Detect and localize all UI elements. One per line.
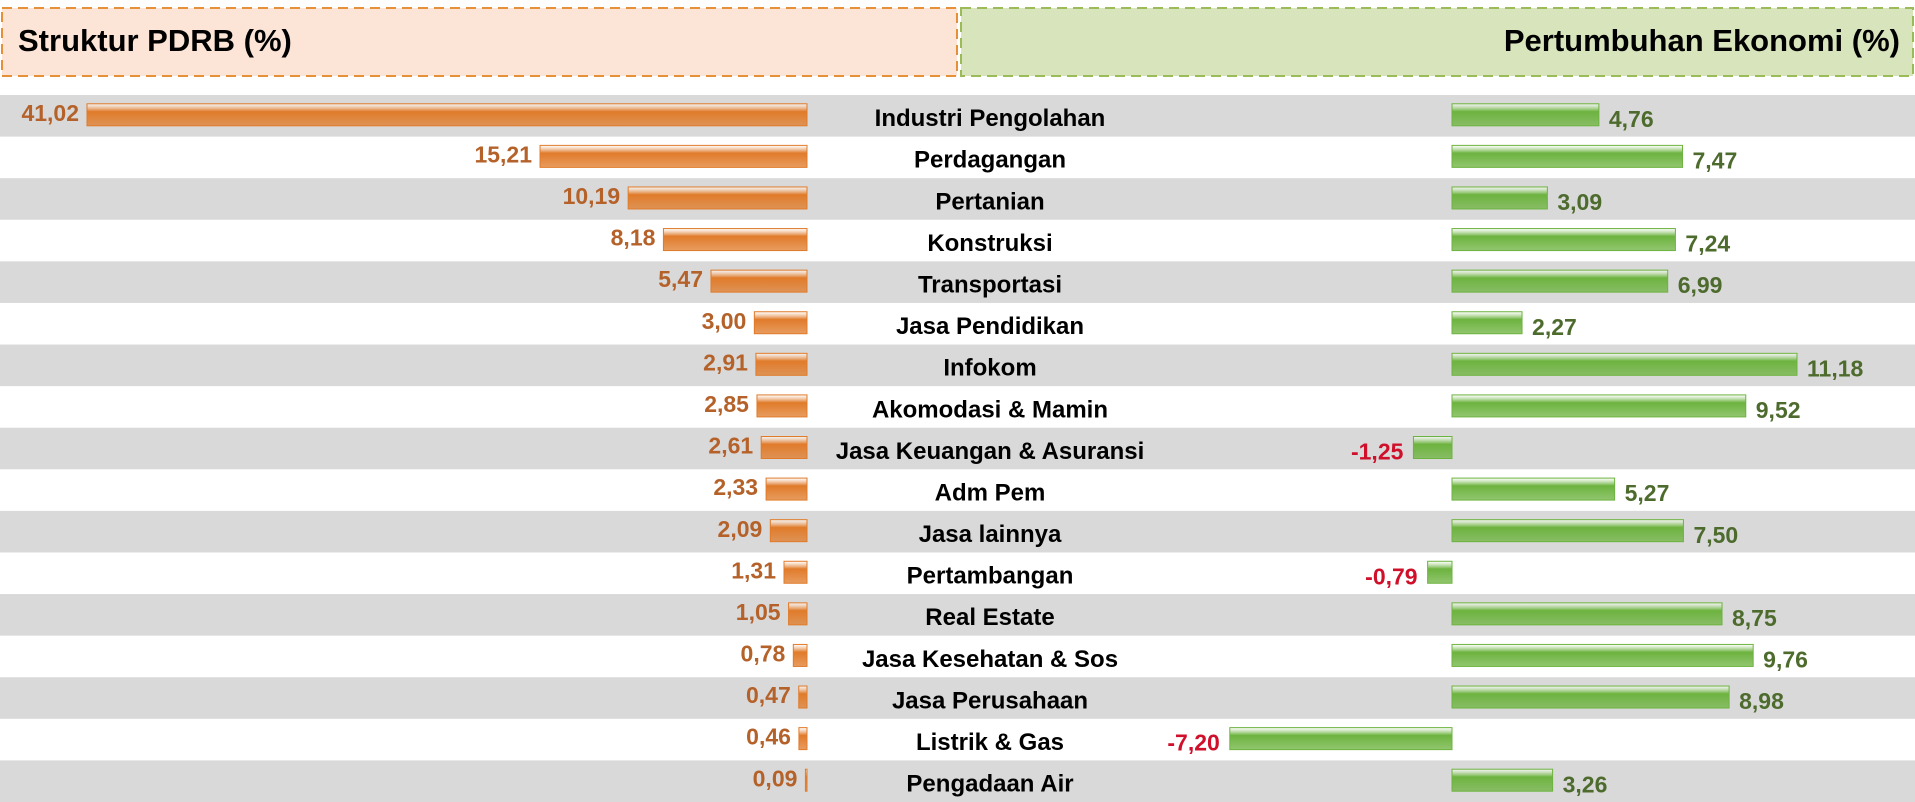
value-label: 2,85 [704, 391, 749, 417]
category-label: Konstruksi [927, 230, 1052, 257]
category-label: Transportasi [918, 271, 1062, 298]
category-label: Pertambangan [907, 563, 1074, 590]
value-label: 5,27 [1625, 480, 1670, 506]
value-label: 8,98 [1739, 688, 1784, 714]
category-label: Jasa Pendidikan [896, 313, 1084, 340]
value-label: -7,20 [1167, 730, 1219, 756]
row-band [0, 760, 1915, 802]
value-label: 6,99 [1678, 272, 1723, 298]
value-label: 3,09 [1557, 189, 1602, 215]
bar [1229, 727, 1453, 751]
value-label: 1,05 [736, 599, 781, 625]
bar [755, 352, 808, 376]
value-label: 2,09 [718, 516, 763, 542]
bar [1451, 519, 1684, 543]
bar [1451, 311, 1523, 335]
value-label: 8,75 [1732, 605, 1777, 631]
value-label: -1,25 [1351, 439, 1404, 465]
bar [753, 311, 808, 335]
right-title: Pertumbuhan Ekonomi (%) [1504, 23, 1900, 58]
value-label: 3,26 [1563, 771, 1608, 797]
bar [760, 436, 808, 459]
bar [1451, 602, 1723, 626]
value-label: 10,19 [563, 183, 621, 209]
category-label: Pertanian [935, 188, 1044, 215]
value-label: 7,24 [1685, 231, 1730, 257]
value-label: -0,79 [1365, 563, 1417, 589]
category-label: Listrik & Gas [916, 729, 1064, 756]
value-label: 0,09 [753, 765, 798, 791]
value-label: 41,02 [21, 100, 79, 126]
left-title: Struktur PDRB (%) [18, 23, 292, 58]
bar [1451, 186, 1548, 210]
category-label: Jasa Keuangan & Asuransi [836, 438, 1145, 465]
category-label: Jasa Kesehatan & Sos [862, 646, 1118, 673]
value-label: 11,18 [1807, 355, 1863, 381]
bar [539, 144, 808, 168]
value-label: 4,76 [1609, 106, 1654, 132]
bar [1451, 768, 1554, 792]
bar [627, 186, 808, 210]
row-band [0, 427, 1915, 470]
value-label: 8,18 [611, 225, 656, 251]
value-label: 0,78 [741, 641, 786, 667]
bar [1451, 477, 1616, 501]
value-label: 9,76 [1763, 647, 1808, 673]
value-label: 0,47 [746, 682, 791, 708]
value-label: 2,61 [708, 433, 753, 459]
value-label: 9,52 [1756, 397, 1801, 423]
bar [1451, 643, 1754, 667]
bar [1451, 103, 1600, 127]
bar [1451, 144, 1684, 168]
bar [756, 394, 808, 418]
bar [765, 477, 808, 501]
category-label: Jasa lainnya [919, 521, 1062, 548]
bar [804, 768, 808, 792]
bar [662, 228, 808, 252]
bar [1451, 228, 1676, 252]
bar [1412, 436, 1453, 459]
bar [788, 602, 808, 626]
category-label: Pengadaan Air [906, 771, 1073, 798]
category-label: Real Estate [925, 604, 1054, 631]
category-label: Akomodasi & Mamin [872, 396, 1108, 423]
bar [798, 727, 808, 751]
value-label: 7,47 [1693, 147, 1738, 173]
bar [769, 519, 808, 543]
left-header-box [1, 7, 958, 77]
category-label: Infokom [943, 355, 1036, 382]
value-label: 2,91 [703, 349, 748, 375]
bar [792, 643, 808, 667]
bar [1451, 352, 1798, 376]
value-label: 1,31 [731, 557, 776, 583]
category-label: Perdagangan [914, 147, 1066, 174]
bar [1451, 394, 1747, 418]
value-label: 3,00 [702, 308, 747, 334]
bar [1451, 269, 1669, 293]
bar [1451, 685, 1730, 709]
bar [710, 269, 808, 293]
row-band [0, 178, 1915, 220]
value-label: 2,27 [1532, 314, 1577, 340]
value-label: 2,33 [713, 474, 758, 500]
right-header-box [960, 7, 1914, 77]
bar [783, 560, 808, 584]
category-label: Adm Pem [935, 479, 1046, 506]
bar [798, 685, 808, 709]
category-label: Industri Pengolahan [875, 105, 1106, 132]
value-label: 7,50 [1693, 522, 1738, 548]
bar [86, 103, 808, 127]
value-label: 5,47 [658, 266, 703, 292]
value-label: 0,46 [746, 724, 791, 750]
bar [1427, 560, 1453, 584]
category-label: Jasa Perusahaan [892, 687, 1088, 714]
value-label: 15,21 [474, 141, 532, 167]
